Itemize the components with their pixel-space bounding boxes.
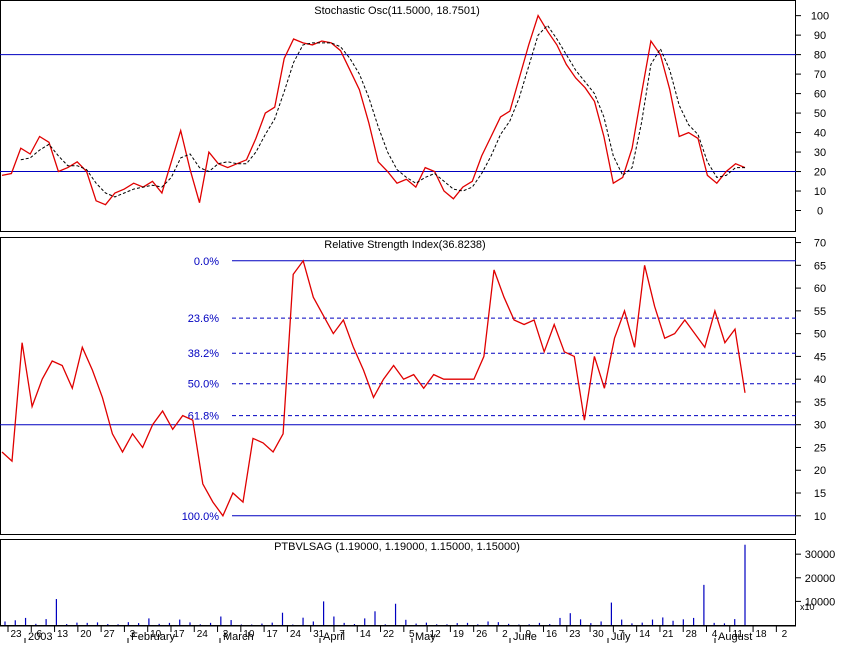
stoch-tick-label: 20 [814, 167, 826, 179]
fib-level-label: 38.2% [188, 348, 219, 360]
fib-level-label: 50.0% [188, 379, 219, 391]
month-label: May [415, 631, 436, 643]
rsi-line [1, 259, 746, 518]
volume-panel: 10000 20000 30000 [4, 544, 836, 625]
date-tick-label: 28 [686, 629, 698, 640]
rsi-tick-label: 55 [814, 306, 826, 318]
rsi-tick-label: 10 [814, 511, 826, 523]
date-axis: 23 6 13 20 27 3 10 17 24 3 10 17 24 31 7 14 22 5 12 19 26 2 9 1… [0, 625, 796, 643]
date-tick-label: 27 [104, 629, 116, 640]
date-tick-label: 10 [150, 629, 162, 640]
date-tick-label: 2 [782, 629, 788, 640]
rsi-tick-label: 15 [814, 488, 826, 500]
month-label: June [513, 631, 537, 643]
date-tick-label: 17 [173, 629, 185, 640]
fib-level-label: 0.0% [194, 256, 219, 268]
date-tick-label: 24 [290, 629, 302, 640]
rsi-tick-label: 65 [814, 260, 826, 272]
date-tick-label: 6 [37, 629, 43, 640]
stoch-tick-label: 0 [817, 206, 823, 218]
stoch-tick-label: 50 [814, 108, 826, 120]
rsi-tick-label: 70 [814, 238, 826, 250]
fib-level-label: 100.0% [182, 511, 220, 523]
rsi-tick-label: 40 [814, 374, 826, 386]
volume-tick-label: 10000 [805, 596, 836, 608]
stoch-k-line [1, 14, 746, 206]
month-label: August [718, 631, 752, 643]
month-label: July [611, 631, 631, 643]
stochastic-title: Stochastic Osc(11.5000, 18.7501) [314, 5, 480, 17]
month-label: March [223, 631, 254, 643]
volume-tick-label: 20000 [805, 573, 836, 585]
date-tick-label: 21 [662, 629, 674, 640]
stoch-tick-label: 100 [811, 11, 829, 23]
stoch-tick-label: 10 [814, 186, 826, 198]
date-tick-label: 14 [639, 629, 651, 640]
date-tick-label: 13 [57, 629, 69, 640]
date-tick-label: 20 [80, 629, 92, 640]
date-tick-label: 7 [339, 629, 345, 640]
stoch-tick-label: 30 [814, 147, 826, 159]
stoch-tick-label: 70 [814, 69, 826, 81]
date-tick-label: 19 [453, 629, 465, 640]
date-tick-label: 10 [243, 629, 255, 640]
rsi-tick-label: 25 [814, 442, 826, 454]
date-tick-label: 3 [223, 629, 229, 640]
volume-title: PTBVLSAG (1.19000, 1.19000, 1.15000, 1.1… [274, 541, 520, 553]
date-tick-label: 12 [430, 629, 442, 640]
date-tick-label: 24 [197, 629, 209, 640]
rsi-tick-label: 20 [814, 465, 826, 477]
date-tick-label: 14 [360, 629, 372, 640]
date-tick-label: 31 [313, 629, 325, 640]
month-label: February [131, 631, 176, 643]
date-tick-label: 16 [546, 629, 558, 640]
stoch-tick-label: 40 [814, 128, 826, 140]
date-tick-label: 9 [525, 629, 531, 640]
volume-unit-label: x10 [800, 602, 815, 612]
fib-level-label: 61.8% [188, 411, 219, 423]
rsi-tick-label: 60 [814, 283, 826, 295]
rsi-tick-label: 50 [814, 329, 826, 341]
date-tick-label: 3 [130, 629, 136, 640]
date-tick-label: 23 [569, 629, 581, 640]
date-tick-label: 23 [10, 629, 22, 640]
date-tick-label: 5 [409, 629, 415, 640]
stoch-tick-label: 80 [814, 50, 826, 62]
date-tick-label: 26 [476, 629, 488, 640]
rsi-tick-label: 35 [814, 397, 826, 409]
stochastic-panel: 0 10 20 30 40 50 60 70 80 90 100 [0, 11, 829, 218]
date-tick-label: 7 [619, 629, 625, 640]
month-label: April [323, 631, 345, 643]
date-tick-label: 22 [383, 629, 395, 640]
date-tick-label: 18 [756, 629, 768, 640]
stoch-tick-label: 90 [814, 30, 826, 42]
rsi-tick-label: 45 [814, 351, 826, 363]
fib-level-label: 23.6% [188, 313, 219, 325]
stoch-tick-label: 60 [814, 89, 826, 101]
date-tick-label: 17 [267, 629, 279, 640]
date-tick-label: 11 [733, 629, 744, 640]
panel-frames [0, 0, 796, 626]
rsi-panel: 10 15 20 25 30 35 40 45 50 55 60 65 70 0.0% 23.6% 38.2%… [0, 238, 826, 523]
date-tick-label: 2 [502, 629, 508, 640]
rsi-title: Relative Strength Index(36.8238) [324, 239, 485, 251]
date-tick-label: 30 [593, 629, 605, 640]
stoch-d-line [20, 24, 745, 198]
date-tick-label: 4 [712, 629, 718, 640]
volume-tick-label: 30000 [805, 549, 836, 561]
rsi-tick-label: 30 [814, 420, 826, 432]
month-label: 2003 [28, 631, 52, 643]
